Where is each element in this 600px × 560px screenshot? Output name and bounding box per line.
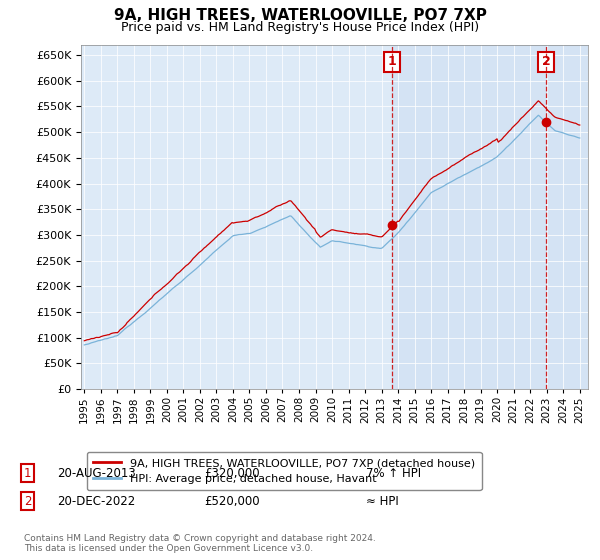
Text: Contains HM Land Registry data © Crown copyright and database right 2024.
This d: Contains HM Land Registry data © Crown c… <box>24 534 376 553</box>
Text: £520,000: £520,000 <box>204 494 260 508</box>
Text: 7% ↑ HPI: 7% ↑ HPI <box>366 466 421 480</box>
Text: 20-DEC-2022: 20-DEC-2022 <box>57 494 135 508</box>
Text: 2: 2 <box>542 55 551 68</box>
Bar <box>392 45 588 389</box>
Text: 1: 1 <box>388 55 397 68</box>
Text: ≈ HPI: ≈ HPI <box>366 494 399 508</box>
Legend: 9A, HIGH TREES, WATERLOOVILLE, PO7 7XP (detached house), HPI: Average price, det: 9A, HIGH TREES, WATERLOOVILLE, PO7 7XP (… <box>86 451 482 491</box>
Text: £320,000: £320,000 <box>204 466 260 480</box>
Text: 1: 1 <box>24 466 32 480</box>
Text: 9A, HIGH TREES, WATERLOOVILLE, PO7 7XP: 9A, HIGH TREES, WATERLOOVILLE, PO7 7XP <box>113 8 487 24</box>
Text: 20-AUG-2013: 20-AUG-2013 <box>57 466 136 480</box>
Text: 2: 2 <box>24 494 32 508</box>
Text: Price paid vs. HM Land Registry's House Price Index (HPI): Price paid vs. HM Land Registry's House … <box>121 21 479 34</box>
